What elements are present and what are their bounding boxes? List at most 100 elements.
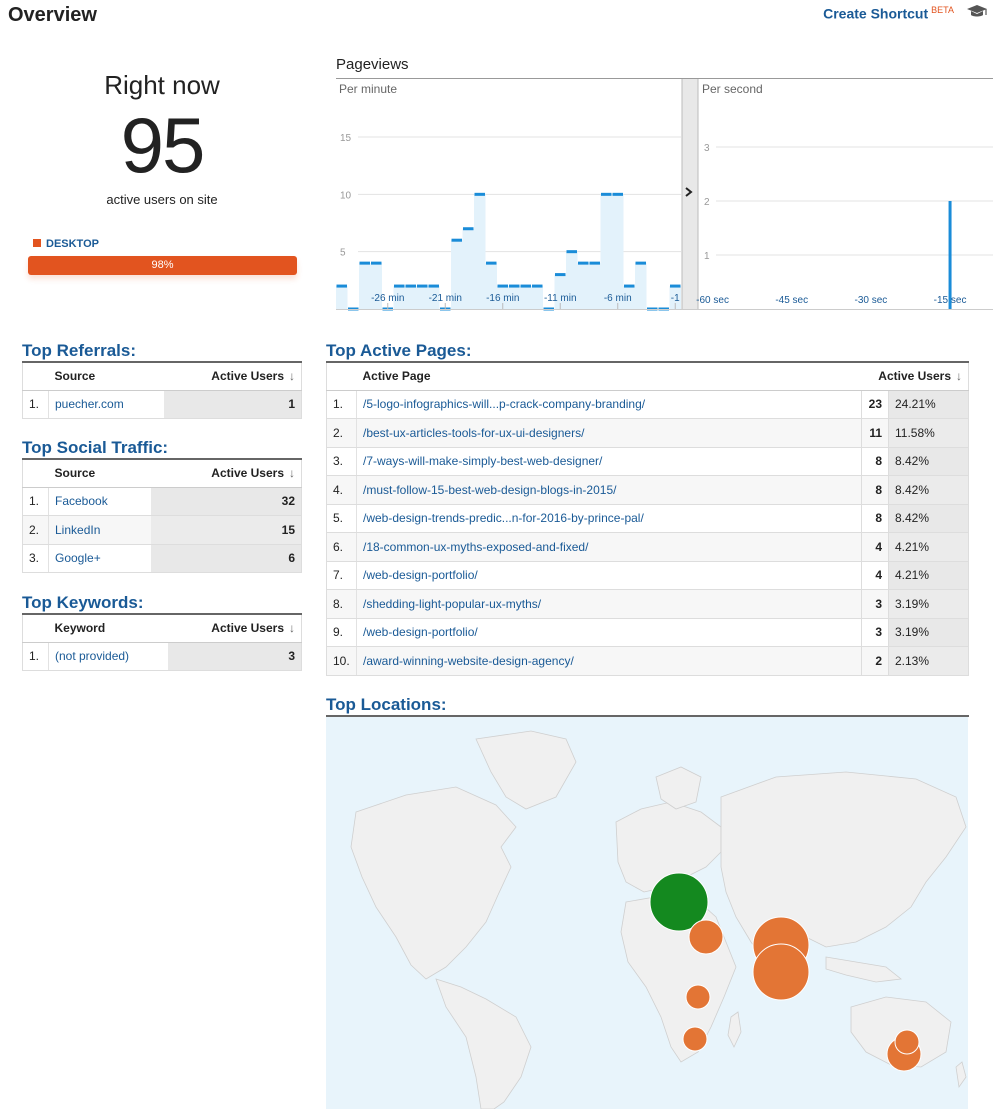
table-row[interactable]: 7. /web-design-portfolio/4 4.21% (326, 561, 969, 590)
row-page-link[interactable]: /web-design-trends-predic...n-for-2016-b… (363, 511, 644, 526)
active-users-subtitle: active users on site (106, 192, 218, 207)
table-row[interactable]: 1. /5-logo-infographics-will...p-crack-co… (326, 390, 969, 419)
table-row[interactable]: 1. (not provided) 3 (22, 642, 302, 671)
row-link-label[interactable]: Google+ (55, 551, 101, 566)
row-index: 10. (326, 646, 357, 676)
minute-bar[interactable] (508, 286, 521, 309)
minute-bar[interactable] (451, 240, 463, 309)
minute-bar[interactable] (474, 194, 486, 309)
row-percent: 3.19% (888, 589, 969, 619)
table-row[interactable]: 10. /award-winning-website-design-agency/… (326, 646, 969, 676)
row-page-link[interactable]: /web-design-portfolio/ (363, 625, 478, 640)
col-source[interactable]: Source (48, 363, 165, 391)
row-page[interactable]: /must-follow-15-best-web-design-blogs-in… (356, 475, 862, 505)
table-row[interactable]: 9. /web-design-portfolio/3 3.19% (326, 618, 969, 647)
col-active-users[interactable]: Active Users ↓ (168, 615, 302, 643)
row-link-label[interactable]: puecher.com (55, 397, 124, 412)
location-bubble-australia-east[interactable] (894, 1029, 920, 1055)
minute-bar[interactable] (336, 286, 348, 309)
location-bubble-south-africa[interactable] (682, 1026, 708, 1052)
referrals-table: Source Active Users ↓ 1. puecher.com 1 (22, 363, 302, 419)
second-bar[interactable] (948, 201, 952, 309)
row-link-label[interactable]: Facebook (55, 494, 108, 509)
row-page-link[interactable]: /must-follow-15-best-web-design-blogs-in… (363, 482, 617, 497)
minute-bar[interactable] (462, 228, 475, 309)
table-row[interactable]: 1. puecher.com 1 (22, 390, 302, 419)
row-page-link[interactable]: /18-common-ux-myths-exposed-and-fixed/ (363, 539, 589, 554)
row-index: 1. (326, 390, 357, 419)
table-row[interactable]: 4. /must-follow-15-best-web-design-blogs-… (326, 475, 969, 505)
minute-bar[interactable] (623, 286, 636, 309)
minute-bar[interactable] (612, 194, 624, 309)
graduation-cap-icon[interactable] (966, 4, 988, 20)
minute-bar[interactable] (531, 286, 544, 309)
col-source[interactable]: Source (48, 460, 151, 488)
location-bubble-east-africa[interactable] (685, 984, 711, 1010)
table-row[interactable]: 6. /18-common-ux-myths-exposed-and-fixed/… (326, 532, 969, 562)
row-index: 6. (326, 532, 357, 562)
location-bubble-india-south[interactable] (752, 943, 810, 1001)
table-row[interactable]: 3. /7-ways-will-make-simply-best-web-desi… (326, 447, 969, 476)
locations-map[interactable] (326, 717, 968, 1109)
row-page[interactable]: /award-winning-website-design-agency/ (356, 646, 862, 676)
per-minute-label: Per minute (339, 82, 397, 96)
row-page[interactable]: /shedding-light-popular-ux-myths/ (356, 589, 862, 619)
row-page[interactable]: /best-ux-articles-tools-for-ux-ui-design… (356, 418, 862, 448)
minute-bar[interactable] (600, 194, 613, 309)
row-users: 15 (150, 515, 302, 545)
row-page[interactable]: /web-design-portfolio/ (356, 561, 862, 590)
minute-bar[interactable] (416, 286, 429, 309)
col-active-users[interactable]: Active Users ↓ (861, 363, 969, 391)
minute-bar[interactable] (635, 263, 647, 309)
col-active-users[interactable]: Active Users ↓ (150, 460, 302, 488)
minute-bar[interactable] (669, 286, 682, 309)
location-bubble-europe[interactable] (649, 872, 709, 932)
chevron-right-icon[interactable] (685, 187, 693, 197)
minute-bar[interactable] (370, 263, 383, 309)
row-link[interactable]: Facebook (48, 487, 151, 516)
location-bubble-middle-east[interactable] (688, 919, 724, 955)
minute-bar[interactable] (554, 274, 567, 309)
table-row[interactable]: 5. /web-design-trends-predic...n-for-2016… (326, 504, 969, 533)
minute-bar[interactable] (405, 286, 417, 309)
row-page[interactable]: /5-logo-infographics-will...p-crack-comp… (356, 390, 862, 419)
row-link[interactable]: Google+ (48, 544, 151, 573)
minute-bar[interactable] (566, 251, 578, 309)
col-active-users[interactable]: Active Users ↓ (164, 363, 302, 391)
table-row[interactable]: 8. /shedding-light-popular-ux-myths/3 3.19… (326, 589, 969, 619)
row-link[interactable]: LinkedIn (48, 515, 151, 545)
table-row[interactable]: 1. Facebook 32 (22, 487, 302, 516)
minute-bar[interactable] (577, 263, 590, 309)
minute-bar[interactable] (520, 286, 532, 309)
table-row[interactable]: 3. Google+ 6 (22, 544, 302, 573)
row-page[interactable]: /web-design-trends-predic...n-for-2016-b… (356, 504, 862, 533)
col-active-page[interactable]: Active Page (356, 363, 862, 391)
minute-bar[interactable] (359, 263, 371, 309)
minute-bar[interactable] (428, 286, 440, 309)
minute-bar[interactable] (485, 263, 498, 309)
row-link-label[interactable]: (not provided) (55, 649, 130, 664)
row-page-link[interactable]: /7-ways-will-make-simply-best-web-design… (363, 454, 603, 469)
row-link[interactable]: puecher.com (48, 390, 165, 419)
row-page-link[interactable]: /web-design-portfolio/ (363, 568, 478, 583)
row-page-link[interactable]: /5-logo-infographics-will...p-crack-comp… (363, 397, 646, 412)
create-shortcut-link[interactable]: Create Shortcut BETA (823, 5, 954, 22)
row-page-link[interactable]: /shedding-light-popular-ux-myths/ (363, 596, 542, 611)
table-row[interactable]: 2. /best-ux-articles-tools-for-ux-ui-desi… (326, 418, 969, 448)
row-page[interactable]: /18-common-ux-myths-exposed-and-fixed/ (356, 532, 862, 562)
row-link[interactable]: (not provided) (48, 642, 169, 671)
row-page-link[interactable]: /award-winning-website-design-agency/ (363, 653, 574, 668)
col-keyword[interactable]: Keyword (48, 615, 169, 643)
table-row[interactable]: 2. LinkedIn 15 (22, 515, 302, 545)
x-tick-label: -26 min (371, 293, 404, 304)
desktop-share-bar[interactable]: 98% (28, 256, 297, 275)
minute-bar[interactable] (589, 263, 601, 309)
row-page[interactable]: /7-ways-will-make-simply-best-web-design… (356, 447, 862, 476)
minute-bar[interactable] (393, 286, 406, 309)
row-link-label[interactable]: LinkedIn (55, 522, 101, 537)
row-page-link[interactable]: /best-ux-articles-tools-for-ux-ui-design… (363, 425, 585, 440)
chart-splitter[interactable] (682, 79, 698, 310)
minute-bar[interactable] (497, 286, 509, 309)
row-page[interactable]: /web-design-portfolio/ (356, 618, 862, 647)
referrals-title: Top Referrals: (22, 341, 136, 360)
